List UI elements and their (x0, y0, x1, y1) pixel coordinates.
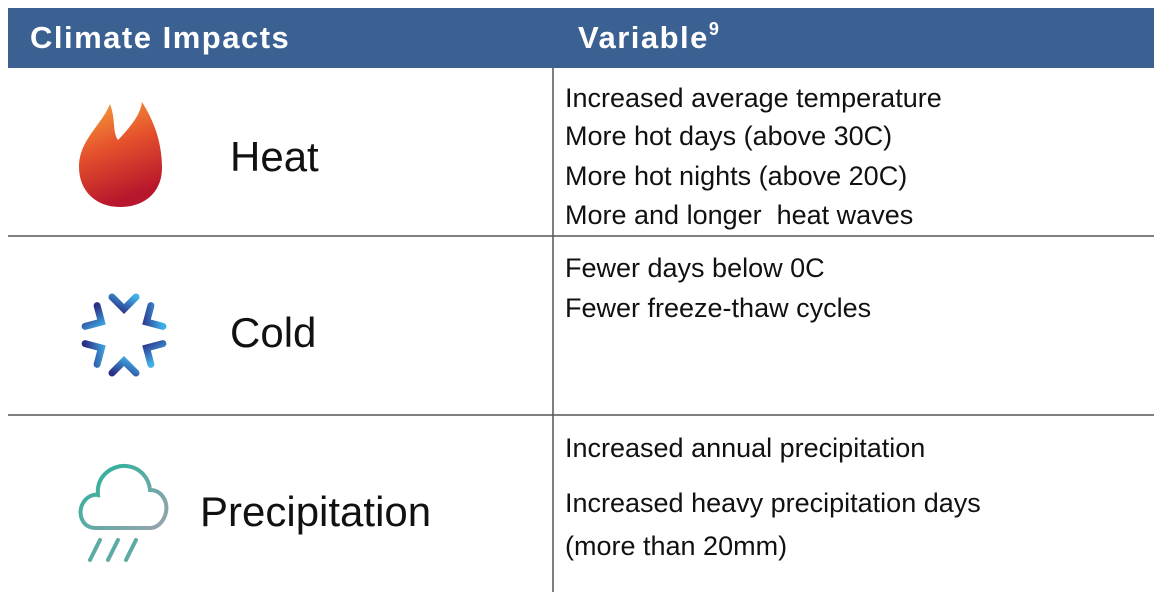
header-bar (8, 8, 1154, 68)
variable-text: More hot days (above 30C) (565, 121, 892, 151)
cold-icon (80, 285, 168, 385)
precipitation-icon (78, 463, 169, 562)
variable-text: More and longer heat waves (565, 200, 913, 230)
impact-label: Heat (230, 133, 319, 180)
impact-label: Cold (230, 309, 316, 356)
variable-text: Increased average temperature (565, 83, 942, 113)
variable-text: Fewer freeze-thaw cycles (565, 293, 871, 323)
variable-text: More hot nights (above 20C) (565, 161, 907, 191)
variable-text: Increased heavy precipitation days (565, 488, 981, 518)
variable-text: Fewer days below 0C (565, 253, 825, 283)
variable-text: Increased annual precipitation (565, 433, 925, 463)
header-variable: Variable9 (578, 19, 720, 55)
impact-label: Precipitation (200, 488, 431, 535)
heat-icon (79, 102, 162, 207)
variable-text: (more than 20mm) (565, 531, 787, 561)
header-impacts: Climate Impacts (30, 20, 290, 55)
